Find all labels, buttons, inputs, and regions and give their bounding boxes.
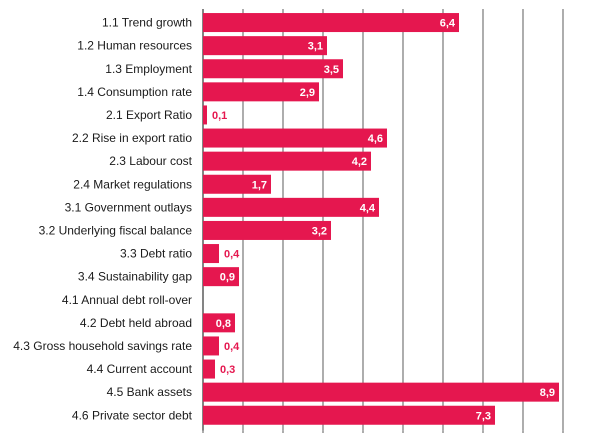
axis-ticks: [202, 430, 564, 433]
value-label: 0,1: [212, 110, 227, 122]
value-label: 4,6: [368, 133, 383, 145]
value-labels: 6,4 3,13,5 2,9 0,1 4,64,2 1,7 4,4 3,2 0,4 0,9 0,8 0…: [212, 18, 555, 423]
bar: [203, 267, 239, 287]
value-label: 0,3: [220, 364, 235, 376]
category-label: 4.4 Current account: [87, 362, 193, 376]
bars: [203, 13, 559, 425]
value-label: 7,3: [476, 410, 491, 422]
bar: [203, 313, 235, 333]
value-label: 4,2: [352, 156, 367, 168]
gridlines: [202, 9, 564, 431]
bar: [203, 128, 387, 148]
category-label: 2.3 Labour cost: [109, 154, 192, 168]
bar: [203, 382, 559, 402]
value-label: 2,9: [300, 87, 315, 99]
value-label: 4,4: [360, 202, 376, 214]
value-label: 3,1: [308, 41, 323, 53]
category-label: 1.1 Trend growth: [102, 16, 192, 30]
bar: [203, 359, 215, 379]
value-label: 0,9: [220, 272, 235, 284]
value-label: 3,2: [312, 225, 327, 237]
category-label: 1.3 Employment: [105, 62, 192, 76]
bar: [203, 151, 371, 171]
bar: [203, 174, 271, 194]
bar: [203, 220, 331, 240]
category-label: 1.4 Consumption rate: [77, 85, 192, 99]
value-label: 0,8: [216, 318, 231, 330]
category-label: 3.1 Government outlays: [65, 200, 192, 214]
category-label: 1.2 Human resources: [77, 39, 192, 53]
bar: [203, 13, 459, 33]
value-label: 6,4: [440, 18, 456, 30]
bar: [203, 59, 343, 79]
value-label: 0,4: [224, 249, 240, 261]
category-label: 4.6 Private sector debt: [72, 408, 193, 422]
category-label: 2.1 Export Ratio: [106, 108, 192, 122]
category-label: 2.4 Market regulations: [73, 177, 192, 191]
category-label: 4.5 Bank assets: [107, 385, 192, 399]
bar: [203, 405, 495, 425]
category-label: 4.2 Debt held abroad: [80, 316, 192, 330]
category-label: 3.4 Sustainability gap: [78, 270, 192, 284]
value-label: 1,7: [252, 179, 267, 191]
category-label: 3.2 Underlying fiscal balance: [39, 223, 193, 237]
bar: [203, 105, 207, 125]
category-label: 3.3 Debt ratio: [120, 247, 192, 261]
bar: [203, 244, 219, 264]
category-label: 4.1 Annual debt roll-over: [62, 293, 192, 307]
bar: [203, 82, 319, 102]
bar: [203, 36, 327, 56]
value-label: 8,9: [540, 387, 555, 399]
bar: [203, 197, 379, 217]
category-labels: 1.1 Trend growth 1.2 Human resources 1.3 E…: [13, 16, 192, 423]
value-label: 0,4: [224, 341, 240, 353]
value-label: 3,5: [324, 64, 339, 76]
category-label: 2.2 Rise in export ratio: [72, 131, 192, 145]
category-label: 4.3 Gross household savings rate: [13, 339, 192, 353]
bar: [203, 336, 219, 356]
